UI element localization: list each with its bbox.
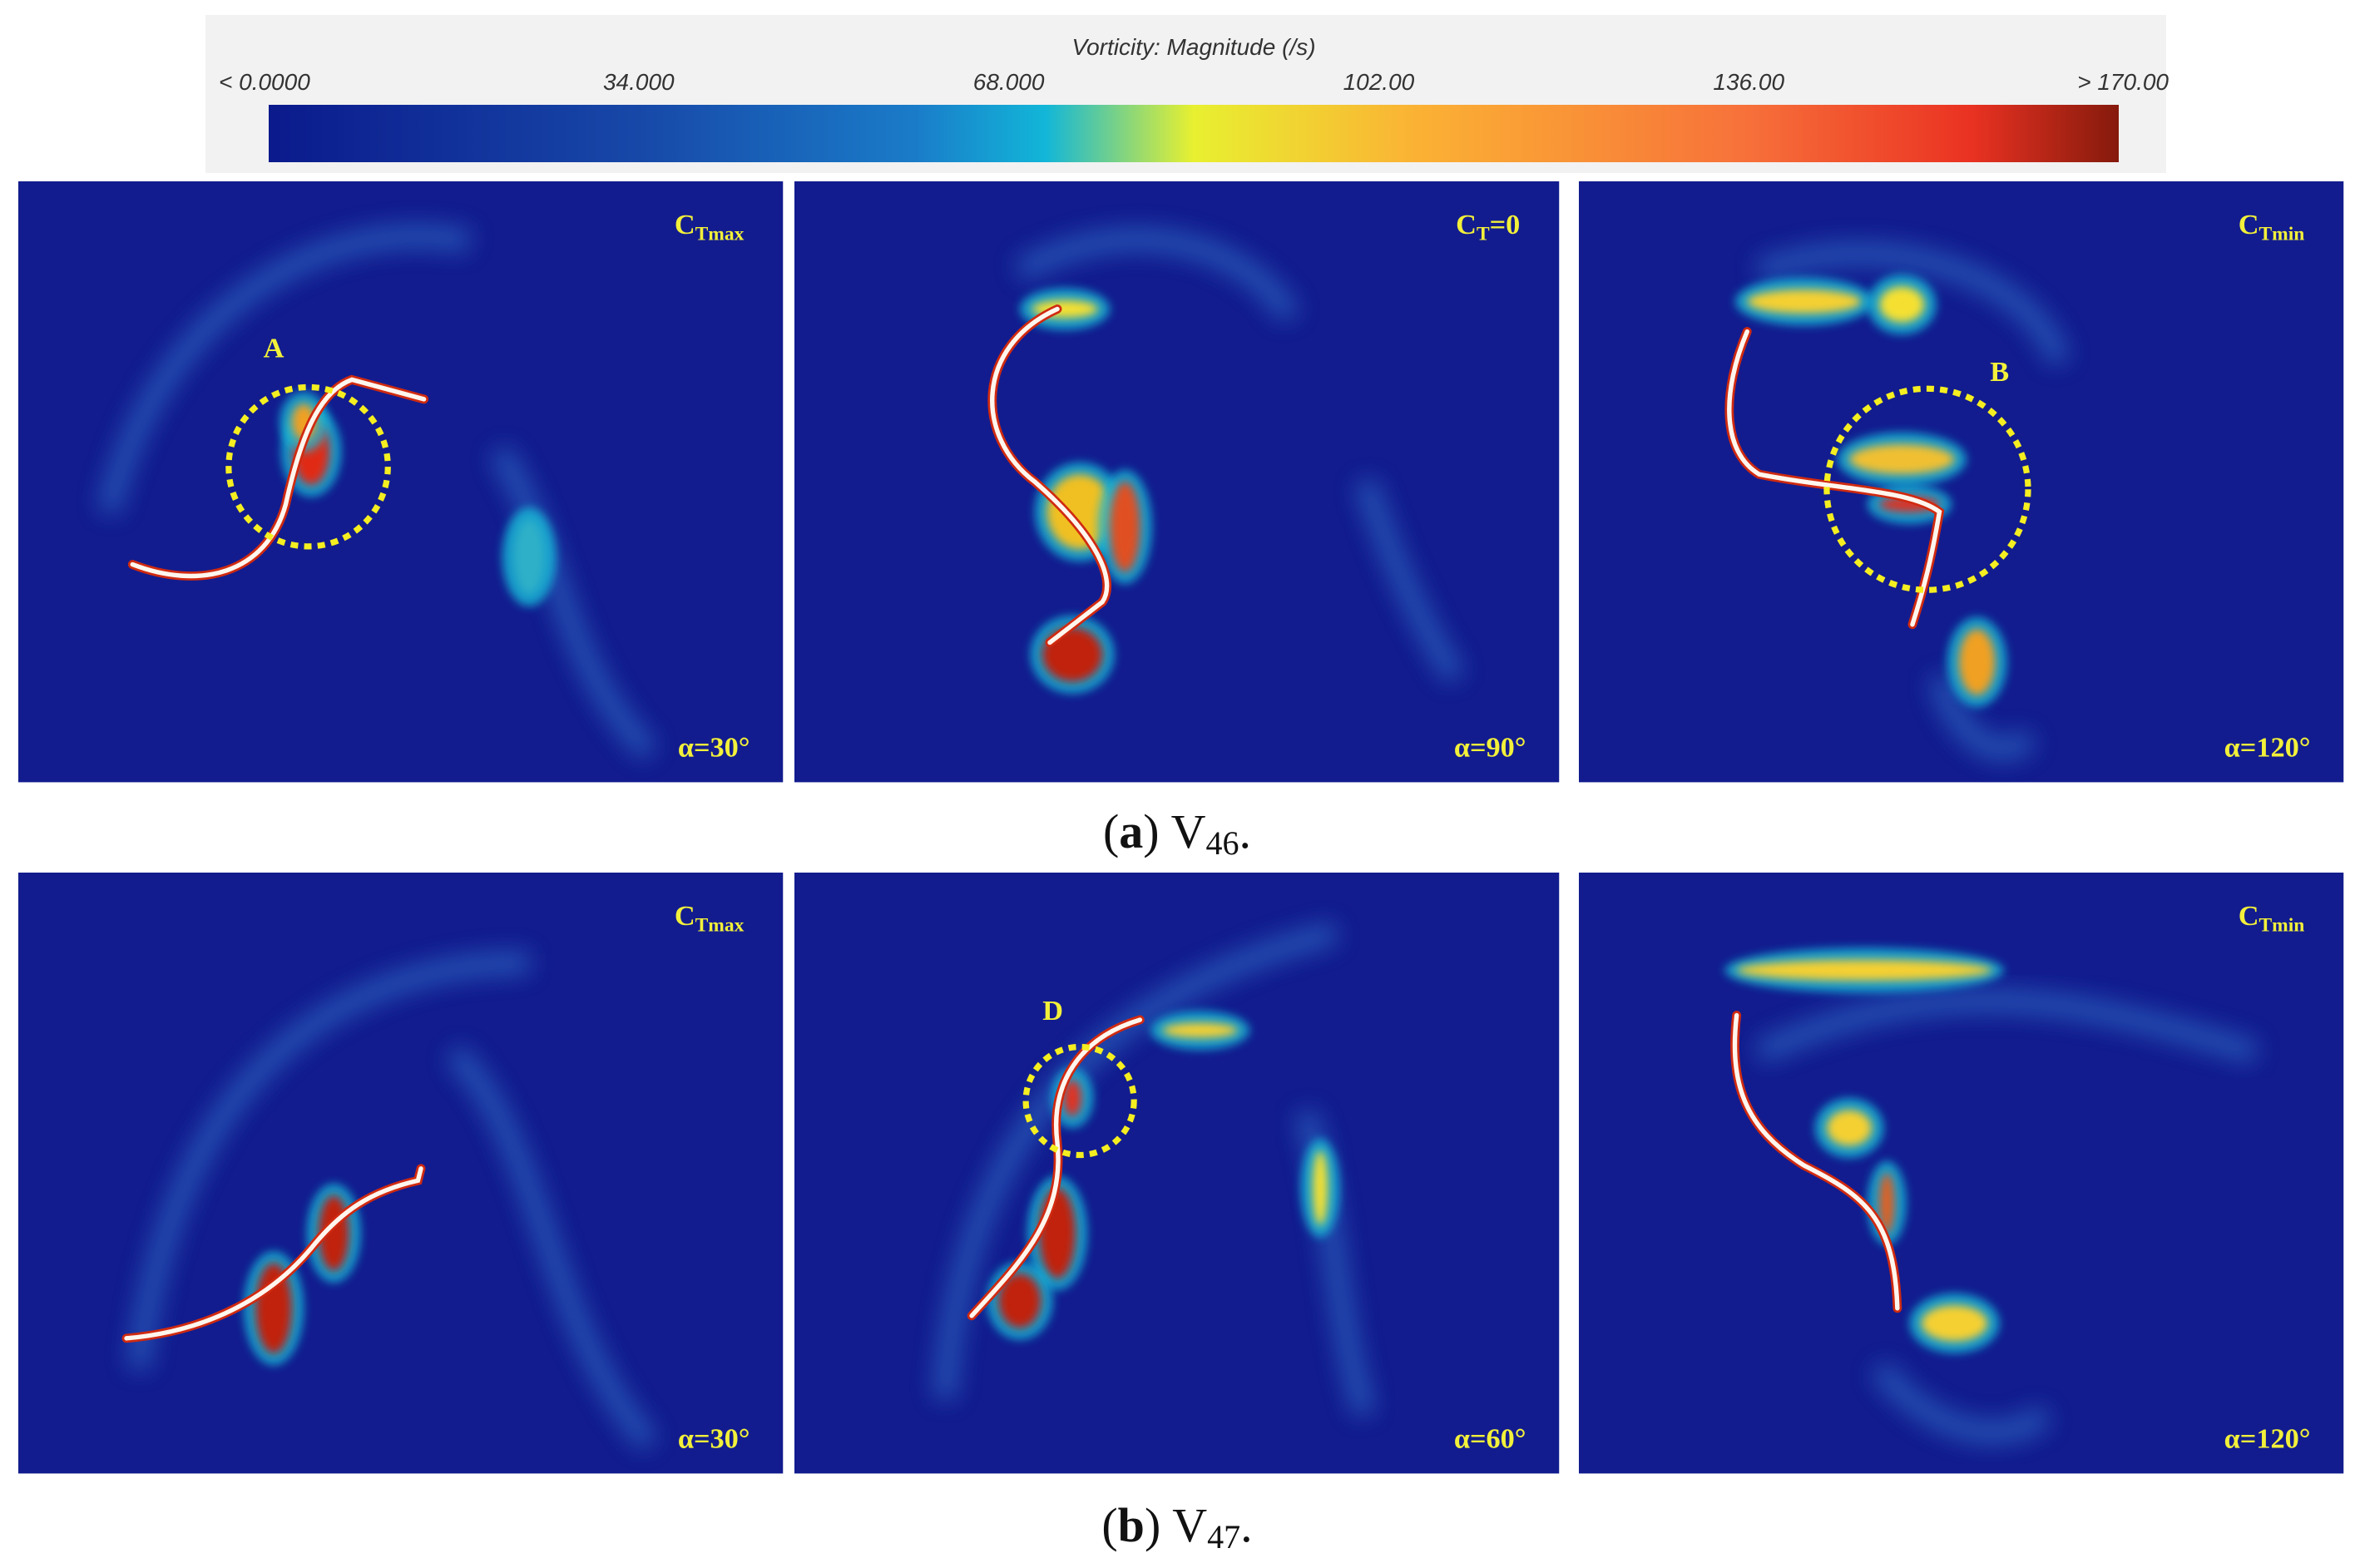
thrust-symbol: C xyxy=(1456,209,1477,240)
caption-name: V xyxy=(1171,804,1206,858)
angle-label: α=90° xyxy=(1454,732,1526,764)
thrust-symbol: C xyxy=(2239,900,2259,932)
flow-structure xyxy=(490,446,657,760)
blade xyxy=(130,377,427,579)
angle-label: α=30° xyxy=(678,1423,750,1455)
vortex xyxy=(1921,1305,1988,1342)
panel: CTmin α=120° xyxy=(1579,873,2344,1474)
thrust-value: =0 xyxy=(1490,209,1521,240)
panel: CTmax α=30° xyxy=(18,873,784,1474)
highlight-circle xyxy=(225,383,391,550)
thrust-symbol: C xyxy=(675,209,695,240)
angle-label: α=60° xyxy=(1454,1423,1526,1455)
colorbar xyxy=(269,105,2119,162)
vortex xyxy=(1039,1188,1076,1279)
flow-structure xyxy=(1929,674,2037,759)
annotation-marker: B xyxy=(1990,356,2009,388)
panel-background xyxy=(794,181,1560,783)
colorbar-tick-label: > 170.00 xyxy=(2077,69,2169,95)
caption-name: V xyxy=(1172,1498,1207,1552)
vortex xyxy=(1747,289,1862,314)
caption-paren: ) xyxy=(1145,1498,1160,1552)
vortex xyxy=(1313,1150,1328,1226)
caption-subscript: 47 xyxy=(1207,1518,1240,1556)
colorbar-tick-label: 102.00 xyxy=(1343,69,1415,95)
thrust-symbol: C xyxy=(2239,209,2259,240)
blade xyxy=(990,306,1110,646)
thrust-label: CTmax xyxy=(675,209,745,245)
colorbar-tick-label: 136.00 xyxy=(1713,69,1784,95)
caption-subscript: 46 xyxy=(1206,824,1239,862)
flow-structure xyxy=(446,1045,658,1451)
flow-structure xyxy=(1871,1361,2052,1443)
vortex xyxy=(1041,627,1103,682)
angle-label: α=30° xyxy=(678,732,750,764)
vortex xyxy=(1736,959,1992,982)
vortex xyxy=(1958,629,1996,695)
flow-structure xyxy=(1355,478,1465,683)
thrust-subscript: T xyxy=(1477,223,1490,245)
vortex xyxy=(1849,444,1955,475)
blade xyxy=(969,1017,1143,1318)
flow-structure xyxy=(1755,243,2070,366)
annotation-marker: D xyxy=(1042,995,1063,1026)
vortex xyxy=(1162,1022,1238,1038)
thrust-label: CTmin xyxy=(2239,900,2305,936)
vortex xyxy=(998,1274,1041,1328)
flow-structure xyxy=(127,952,530,1370)
panel-background xyxy=(18,181,784,783)
flow-structure xyxy=(1754,990,2259,1063)
vortex xyxy=(1110,482,1140,572)
panels: ACTmaxα=30°CT=0α=90°BCTminα=120°CTmaxα=3… xyxy=(18,181,2344,1474)
caption-paren: ) xyxy=(1143,804,1159,858)
colorbar-title: Vorticity: Magnitude (/s) xyxy=(1071,34,1315,60)
caption-paren: ( xyxy=(1101,1498,1117,1552)
thrust-subscript: Tmax xyxy=(695,914,745,936)
panel: B CTmin α=120° xyxy=(1579,181,2344,783)
vortex xyxy=(1826,1110,1873,1146)
caption: (b) V47. xyxy=(1101,1498,1252,1556)
angle-label: α=120° xyxy=(2224,1423,2311,1455)
flow-structure xyxy=(98,225,472,515)
thrust-subscript: Tmin xyxy=(2259,914,2305,936)
caption-paren: ( xyxy=(1103,804,1119,858)
highlight-circle xyxy=(1022,1043,1137,1159)
colorbar-tick-label: 34.000 xyxy=(603,69,675,95)
caption: (a) V46. xyxy=(1103,804,1251,862)
thrust-symbol: C xyxy=(675,900,695,932)
panel: Dα=60° xyxy=(794,873,1560,1474)
vortex xyxy=(1879,1173,1895,1234)
panel-background xyxy=(794,873,1560,1474)
panel: CT=0 α=90° xyxy=(794,181,1560,783)
caption-letter: b xyxy=(1118,1498,1145,1552)
vortex xyxy=(1063,1080,1081,1116)
vortex xyxy=(1046,474,1113,550)
panel-background xyxy=(18,873,784,1474)
thrust-label: CTmax xyxy=(675,900,745,936)
blade xyxy=(1727,329,1942,627)
panel: A CTmax α=30° xyxy=(18,181,784,783)
blade xyxy=(124,1166,423,1341)
thrust-subscript: Tmin xyxy=(2259,223,2305,245)
thrust-subscript: Tmax xyxy=(695,223,745,245)
angle-label: α=120° xyxy=(2224,732,2311,764)
colorbar-tick-label: < 0.0000 xyxy=(219,69,310,95)
caption-end: . xyxy=(1239,804,1252,858)
blade xyxy=(1732,1012,1900,1311)
annotation-marker: A xyxy=(264,332,284,364)
caption-end: . xyxy=(1240,1498,1253,1552)
vortex xyxy=(513,519,545,595)
flow-structure xyxy=(1014,229,1299,323)
vortex xyxy=(1879,286,1925,323)
caption-letter: a xyxy=(1119,804,1143,858)
colorbar-tick-label: 68.000 xyxy=(973,69,1045,95)
thrust-label: CT=0 xyxy=(1456,209,1520,245)
thrust-label: CTmin xyxy=(2239,209,2305,245)
